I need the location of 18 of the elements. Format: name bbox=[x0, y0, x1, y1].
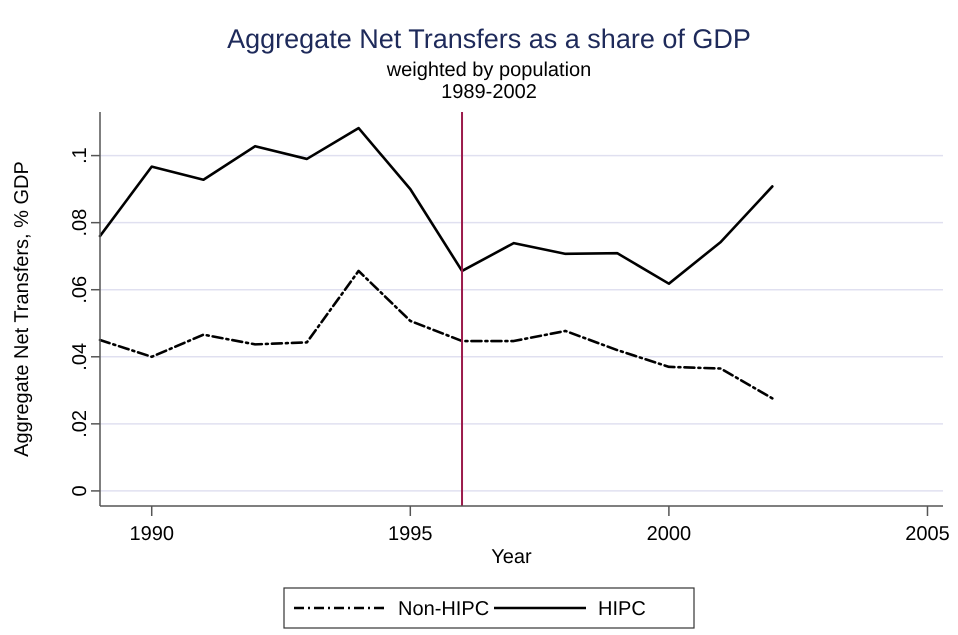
y-axis-title: Aggregate Net Transfers, % GDP bbox=[11, 161, 33, 457]
x-axis-title: Year bbox=[491, 546, 532, 568]
x-tick-label: 2000 bbox=[646, 523, 692, 545]
x-tick-label: 1990 bbox=[129, 523, 174, 545]
y-tick-label: .02 bbox=[69, 410, 91, 438]
line-series bbox=[98, 126, 774, 285]
chart-title: Aggregate Net Transfers as a share of GDP bbox=[227, 24, 751, 54]
y-tick-label: .1 bbox=[69, 147, 91, 164]
chart-subtitle: weighted by population 1989-2002 bbox=[386, 59, 592, 103]
legend-label: Non-HIPC bbox=[398, 598, 490, 620]
line-series bbox=[98, 270, 774, 400]
y-tick-label: 0 bbox=[69, 485, 91, 496]
y-tick-label: .08 bbox=[69, 208, 91, 237]
y-tick-label: .06 bbox=[69, 276, 91, 304]
x-tick-label: 1995 bbox=[388, 523, 433, 545]
y-tick-label: .04 bbox=[69, 342, 91, 371]
x-tick-label: 2005 bbox=[905, 523, 950, 545]
legend-label: HIPC bbox=[598, 598, 646, 620]
